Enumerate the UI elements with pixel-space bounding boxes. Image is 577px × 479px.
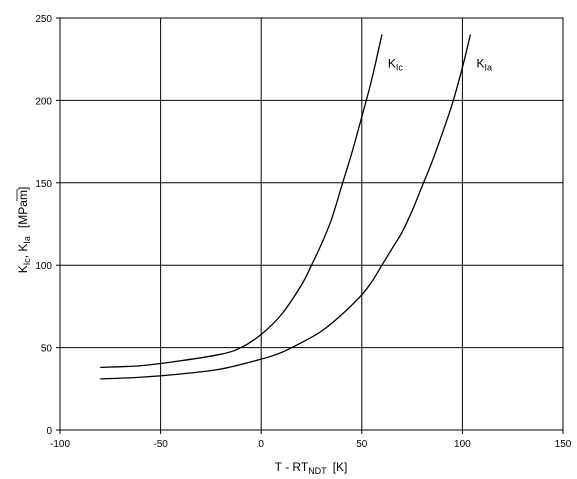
y-axis-title: KIc, KIa[MPam] [16, 187, 32, 274]
x-tick-label: -50 [153, 439, 168, 450]
plot-frame [59, 17, 564, 431]
y-tick-label: 150 [35, 179, 52, 190]
x-tick-label: 150 [555, 439, 572, 450]
x-tick-label: 100 [454, 439, 471, 450]
y-tick-label: 0 [46, 426, 52, 437]
tick-labels: -100 -50 0 50 100 150 0 50 100 150 200 250 [35, 14, 571, 450]
y-tick-label: 50 [41, 344, 53, 355]
y-tick-label: 100 [35, 261, 52, 272]
y-tick-label: 250 [35, 14, 52, 25]
series-label-kia: KIa [476, 56, 492, 72]
x-axis-title: T - RTNDT [K] [275, 460, 348, 476]
x-tick-label: -100 [50, 439, 70, 450]
grid-lines [56, 17, 564, 434]
x-tick-label: 0 [258, 439, 264, 450]
series-labels: KIc KIa [388, 56, 492, 72]
series-line-kic [100, 34, 383, 369]
y-tick-label: 200 [35, 96, 52, 107]
series-line-kia [100, 34, 472, 380]
series-lines [100, 34, 472, 380]
x-tick-label: 50 [356, 439, 368, 450]
series-label-kic: KIc [388, 56, 404, 72]
